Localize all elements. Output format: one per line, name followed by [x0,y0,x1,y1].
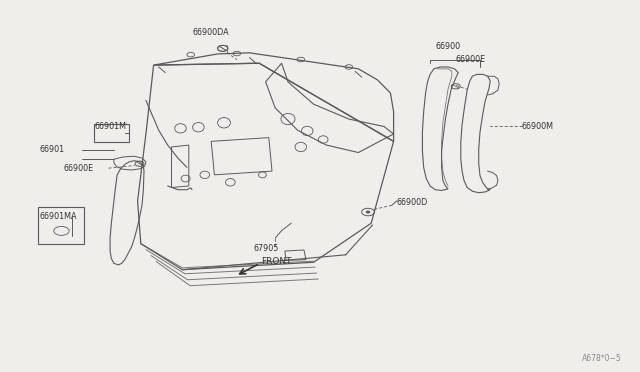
Text: 66900M: 66900M [522,122,554,131]
Text: FRONT: FRONT [261,257,292,266]
Text: 66900E: 66900E [64,164,94,173]
Bar [38,207,84,244]
Text: 67905: 67905 [253,244,279,253]
Text: 66901M: 66901M [95,122,127,131]
Text: 66900D: 66900D [397,198,428,207]
Text: 66901: 66901 [40,145,65,154]
Circle shape [366,211,370,213]
Text: 66900: 66900 [435,42,461,51]
Text: 66901MA: 66901MA [40,212,77,221]
Text: A678*0−5: A678*0−5 [582,354,622,363]
Text: 66900DA: 66900DA [193,28,230,37]
Bar [94,124,129,142]
Text: 66900E: 66900E [456,55,486,64]
